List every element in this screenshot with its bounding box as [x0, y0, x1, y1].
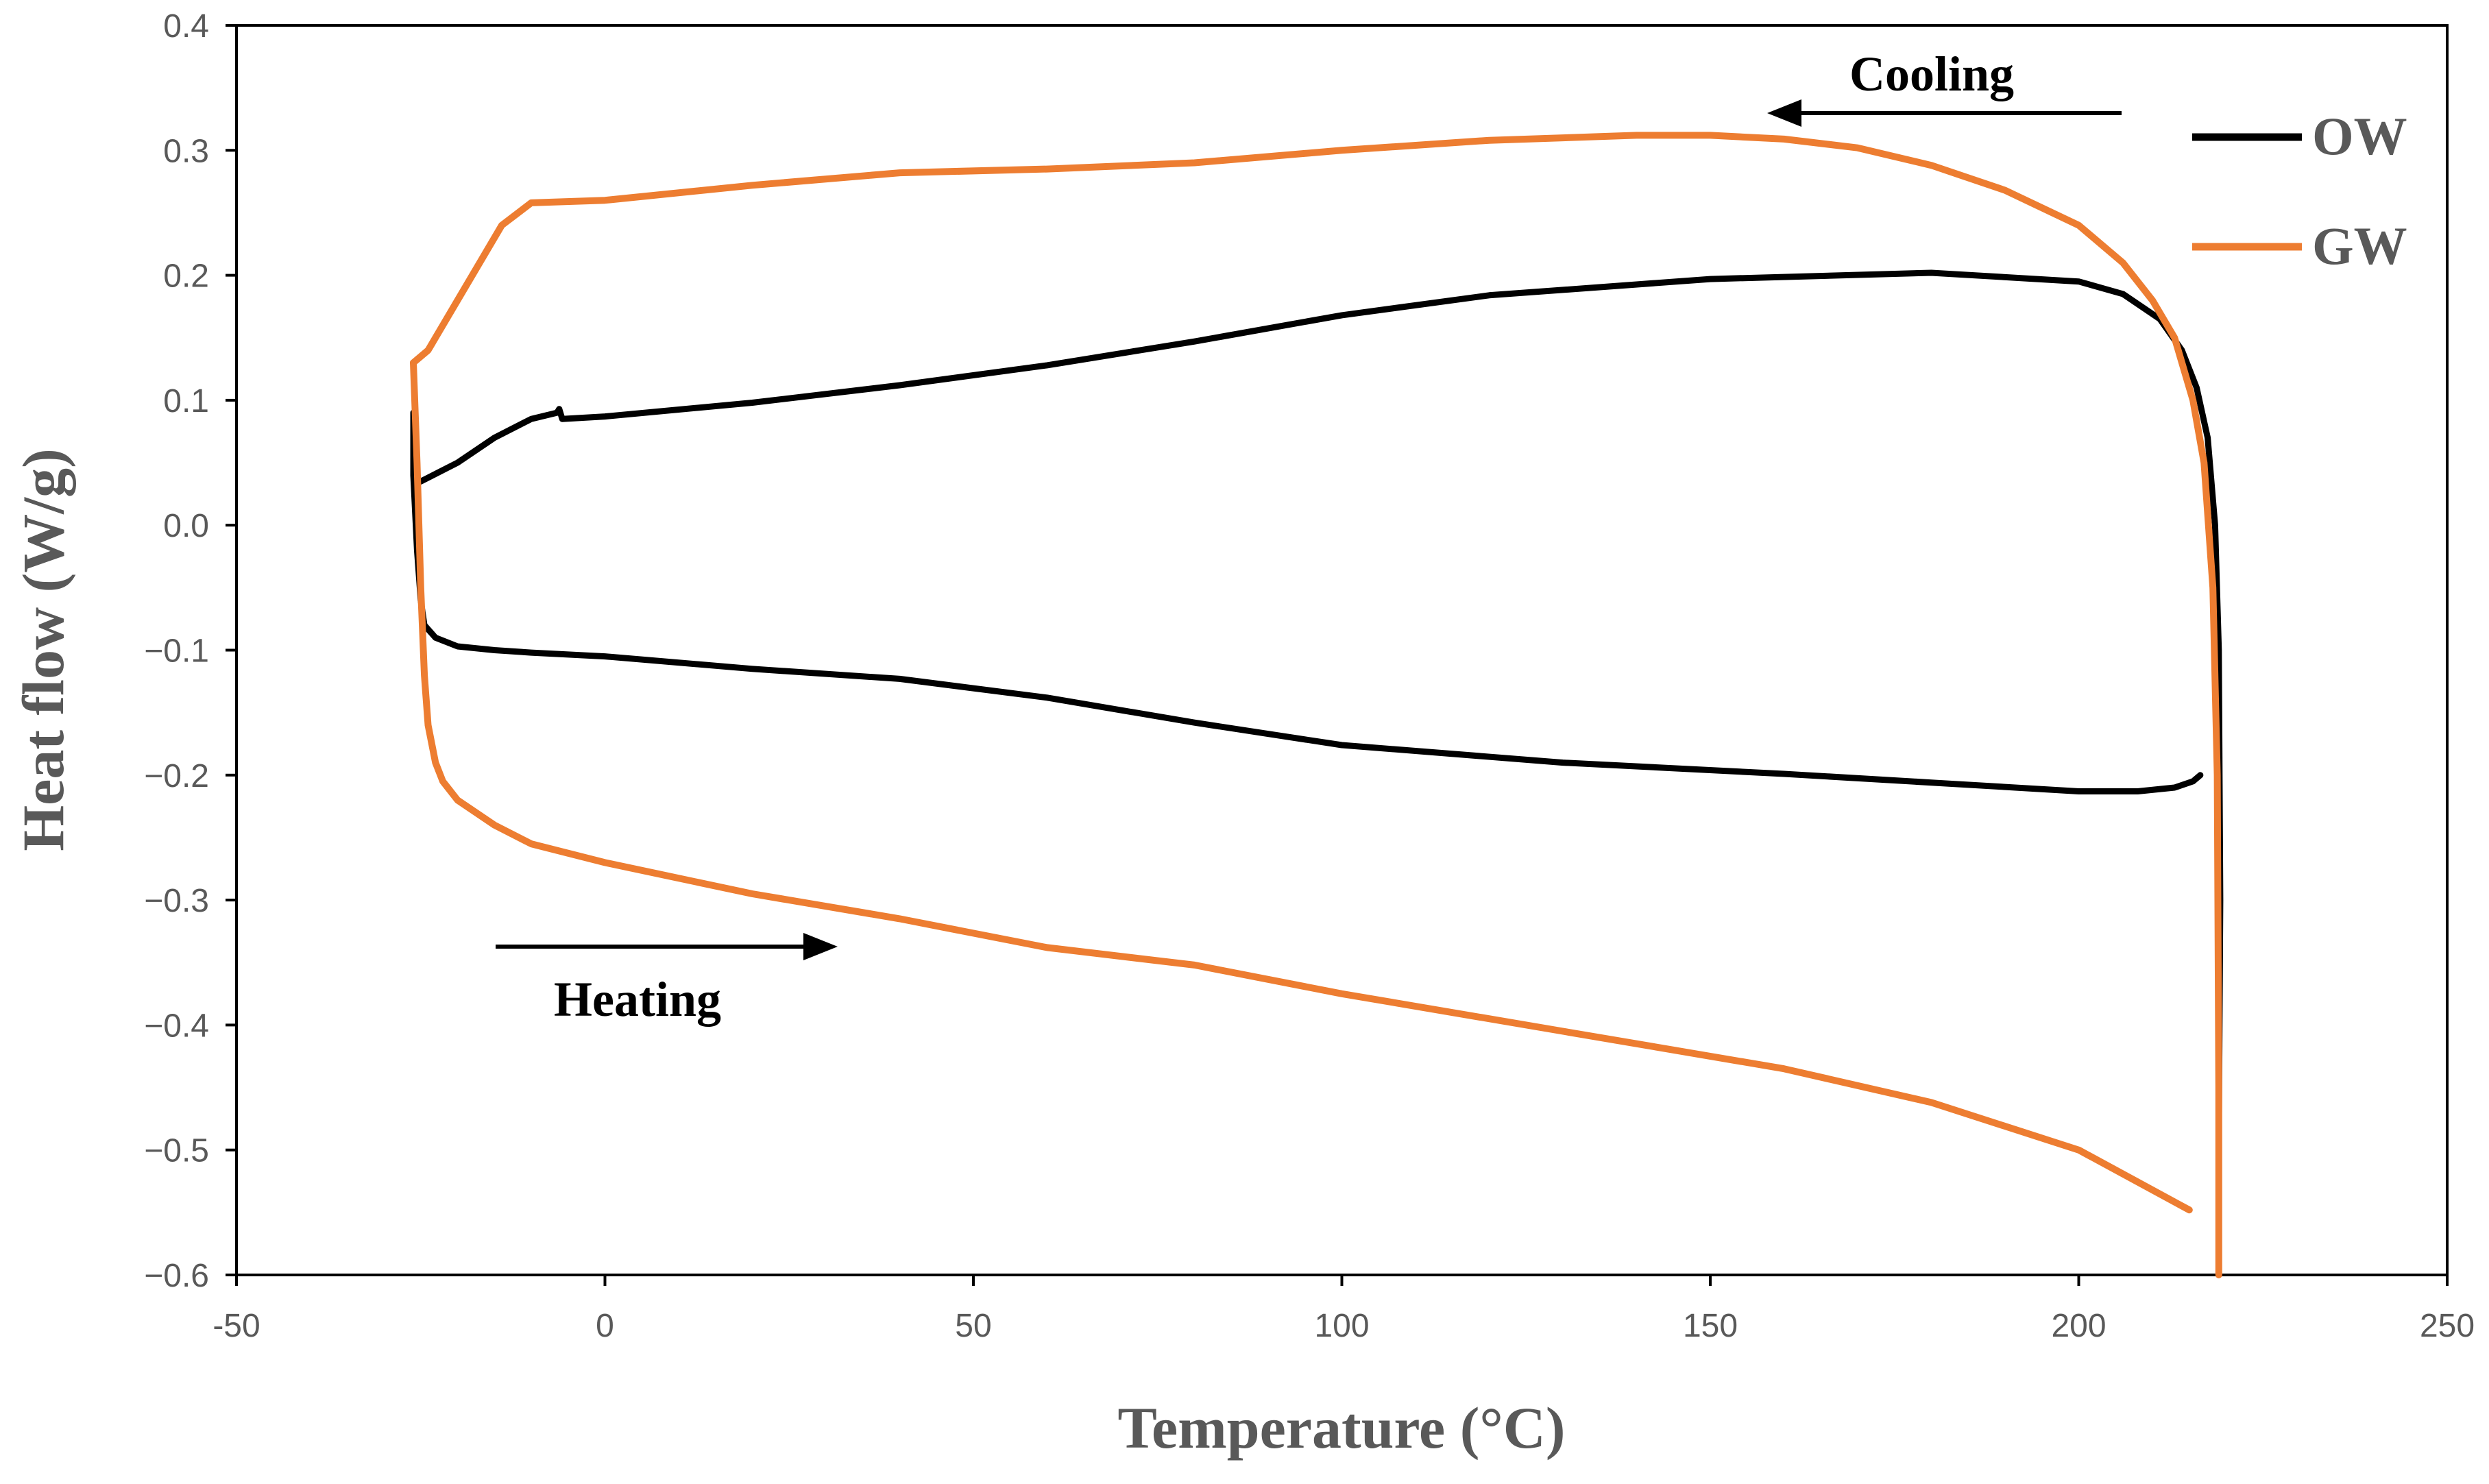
x-tick-label: 150	[1683, 1308, 1738, 1344]
y-tick-label: 0.2	[163, 258, 209, 295]
y-axis-title: Heat flow (W/g)	[10, 448, 76, 851]
y-tick-label: −0.1	[144, 633, 209, 670]
legend: OW GW	[2192, 106, 2407, 276]
legend-label-gw: GW	[2312, 216, 2407, 276]
x-tick-label: 50	[955, 1308, 991, 1344]
series-layer	[410, 132, 2224, 1278]
legend-label-ow: OW	[2312, 106, 2407, 166]
y-tick-label: −0.4	[144, 1008, 209, 1044]
x-axis-title: Temperature (°C)	[1118, 1395, 1566, 1461]
cooling-label: Cooling	[1849, 47, 2014, 101]
y-tick-label: −0.6	[144, 1258, 209, 1294]
y-tick-label: −0.2	[144, 758, 209, 794]
series-line-gw-heating	[410, 359, 2193, 1214]
x-tick-label: -50	[213, 1308, 260, 1344]
y-tick-label: 0.0	[163, 508, 209, 544]
y-tick-label: 0.4	[163, 8, 209, 45]
x-tick-label: 0	[596, 1308, 614, 1344]
x-tick-group: -50 0 50 100 150 200 250	[213, 1275, 2475, 1344]
x-tick-label: 250	[2420, 1308, 2475, 1344]
series-line-ow-heating	[410, 409, 2204, 794]
plot-area-frame	[235, 24, 2449, 1276]
y-tick-label: 0.1	[163, 383, 209, 419]
x-tick-label: 200	[2051, 1308, 2106, 1344]
y-tick-label: −0.5	[144, 1133, 209, 1169]
series-line-ow-cooling	[410, 269, 2224, 1141]
heating-label: Heating	[554, 972, 721, 1027]
y-tick-label: 0.3	[163, 133, 209, 169]
cooling-arrow-head	[1767, 99, 1801, 127]
series-line-gw-cooling	[410, 132, 2222, 1278]
heating-arrow-head	[803, 933, 838, 960]
y-tick-label: −0.3	[144, 883, 209, 919]
x-tick-label: 100	[1314, 1308, 1369, 1344]
y-tick-group: 0.4 0.3 0.2 0.1 0.0 −0.1 −0.2 −0.3 −0.4 −0.5 −0.6	[144, 8, 236, 1294]
